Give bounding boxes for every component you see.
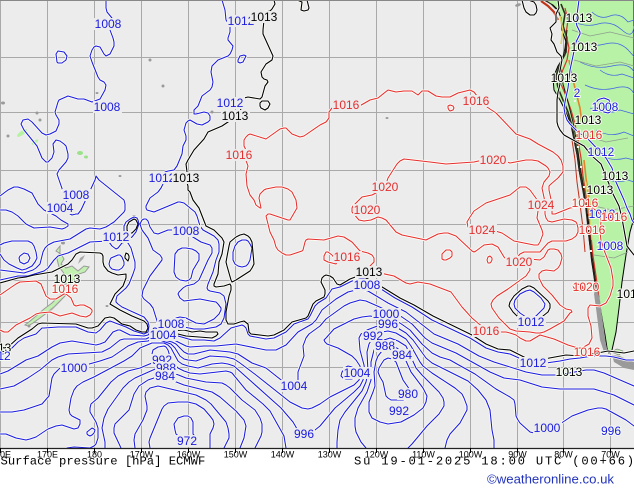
svg-text:1004: 1004 bbox=[150, 328, 177, 342]
svg-text:1013: 1013 bbox=[0, 341, 12, 355]
svg-text:1016: 1016 bbox=[572, 196, 599, 210]
svg-text:140W: 140W bbox=[271, 450, 295, 460]
svg-text:1020: 1020 bbox=[506, 255, 533, 269]
svg-text:70W: 70W bbox=[601, 450, 620, 460]
svg-text:1013: 1013 bbox=[571, 40, 598, 54]
svg-text:1013: 1013 bbox=[551, 71, 578, 85]
svg-text:90W: 90W bbox=[508, 450, 527, 460]
svg-text:992: 992 bbox=[363, 329, 383, 343]
svg-text:1008: 1008 bbox=[173, 224, 200, 238]
svg-text:1016: 1016 bbox=[333, 98, 360, 112]
svg-text:1016: 1016 bbox=[52, 282, 79, 296]
svg-text:1008: 1008 bbox=[63, 188, 90, 202]
svg-text:120W: 120W bbox=[365, 450, 389, 460]
svg-text:160W: 160W bbox=[177, 450, 201, 460]
svg-text:996: 996 bbox=[378, 317, 398, 331]
svg-text:130W: 130W bbox=[318, 450, 342, 460]
svg-text:1012: 1012 bbox=[103, 230, 130, 244]
svg-text:100W: 100W bbox=[459, 450, 483, 460]
svg-text:1016: 1016 bbox=[579, 223, 606, 237]
svg-text:1016: 1016 bbox=[576, 128, 603, 142]
svg-text:170E: 170E bbox=[37, 450, 58, 460]
svg-text:984: 984 bbox=[155, 369, 175, 383]
svg-text:Surface pressure [hPa] ECMWF: Surface pressure [hPa] ECMWF bbox=[1, 455, 206, 469]
svg-text:1012: 1012 bbox=[589, 207, 616, 221]
svg-text:1020: 1020 bbox=[354, 203, 381, 217]
svg-text:1012: 1012 bbox=[228, 14, 255, 28]
svg-text:996: 996 bbox=[601, 424, 621, 438]
svg-text:1008: 1008 bbox=[158, 317, 185, 331]
svg-text:1000: 1000 bbox=[373, 307, 400, 321]
svg-text:Su 19-01-2025 18:00 UTC (00+66: Su 19-01-2025 18:00 UTC (00+66) bbox=[354, 455, 634, 469]
svg-text:1013: 1013 bbox=[356, 265, 383, 279]
svg-text:992: 992 bbox=[389, 404, 409, 418]
svg-text:1013: 1013 bbox=[222, 109, 249, 123]
svg-text:1016: 1016 bbox=[574, 345, 601, 359]
svg-text:1012: 1012 bbox=[588, 145, 615, 159]
svg-text:996: 996 bbox=[294, 427, 314, 441]
svg-text:980: 980 bbox=[398, 387, 418, 401]
svg-text:1012: 1012 bbox=[149, 171, 176, 185]
svg-text:170W: 170W bbox=[130, 450, 154, 460]
svg-text:1004: 1004 bbox=[281, 379, 308, 393]
svg-text:1013: 1013 bbox=[575, 113, 602, 127]
svg-text:1013: 1013 bbox=[566, 11, 593, 25]
svg-text:1016: 1016 bbox=[226, 148, 253, 162]
svg-text:1016: 1016 bbox=[463, 94, 490, 108]
svg-text:1012: 1012 bbox=[518, 315, 545, 329]
svg-text:984: 984 bbox=[392, 348, 412, 362]
svg-text:©weatheronline.co.uk: ©weatheronline.co.uk bbox=[487, 472, 614, 487]
svg-text:1013: 1013 bbox=[587, 183, 614, 197]
svg-text:1008: 1008 bbox=[592, 100, 619, 114]
svg-text:1012: 1012 bbox=[217, 96, 244, 110]
svg-text:1016: 1016 bbox=[601, 210, 628, 224]
svg-text:1008: 1008 bbox=[354, 278, 381, 292]
svg-text:150W: 150W bbox=[224, 450, 248, 460]
svg-text:1012: 1012 bbox=[520, 356, 547, 370]
svg-text:1000: 1000 bbox=[61, 361, 88, 375]
svg-text:1013: 1013 bbox=[251, 10, 278, 24]
svg-text:12: 12 bbox=[0, 349, 11, 363]
svg-text:1000: 1000 bbox=[534, 421, 561, 435]
svg-text:1013: 1013 bbox=[54, 272, 81, 286]
svg-text:1004: 1004 bbox=[47, 201, 74, 215]
svg-text:1024: 1024 bbox=[469, 223, 496, 237]
svg-text:972: 972 bbox=[177, 434, 197, 448]
svg-text:160E: 160E bbox=[0, 450, 11, 460]
svg-text:1016: 1016 bbox=[473, 324, 500, 338]
svg-text:988: 988 bbox=[375, 339, 395, 353]
svg-text:1008: 1008 bbox=[597, 239, 624, 253]
svg-text:2: 2 bbox=[574, 86, 581, 100]
svg-text:1013: 1013 bbox=[556, 365, 583, 379]
svg-text:1020: 1020 bbox=[372, 180, 399, 194]
svg-text:1013: 1013 bbox=[173, 171, 200, 185]
svg-text:1013: 1013 bbox=[617, 287, 634, 301]
svg-text:1024: 1024 bbox=[528, 198, 555, 212]
svg-text:1020: 1020 bbox=[573, 280, 600, 294]
svg-text:1020: 1020 bbox=[480, 153, 507, 167]
svg-text:110W: 110W bbox=[412, 450, 435, 460]
svg-text:1008: 1008 bbox=[95, 17, 122, 31]
svg-text:180: 180 bbox=[87, 450, 102, 460]
svg-text:1013: 1013 bbox=[602, 169, 629, 183]
svg-text:1008: 1008 bbox=[94, 100, 121, 114]
svg-text:1004: 1004 bbox=[344, 366, 371, 380]
svg-text:80W: 80W bbox=[554, 450, 573, 460]
svg-text:1016: 1016 bbox=[334, 250, 361, 264]
